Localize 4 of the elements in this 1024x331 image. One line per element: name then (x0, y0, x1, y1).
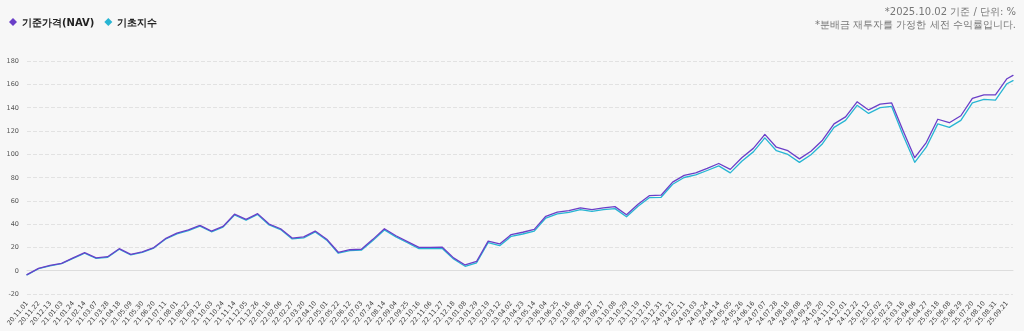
legend-label: 기준가격(NAV) (22, 16, 95, 28)
legend-label: 기초지수 (117, 16, 158, 28)
text: *분배금 재투자를 가정한 세전 수익률입니다. (815, 18, 1016, 30)
text: *2025.10.02 기준 / 단위: % (884, 5, 1016, 17)
